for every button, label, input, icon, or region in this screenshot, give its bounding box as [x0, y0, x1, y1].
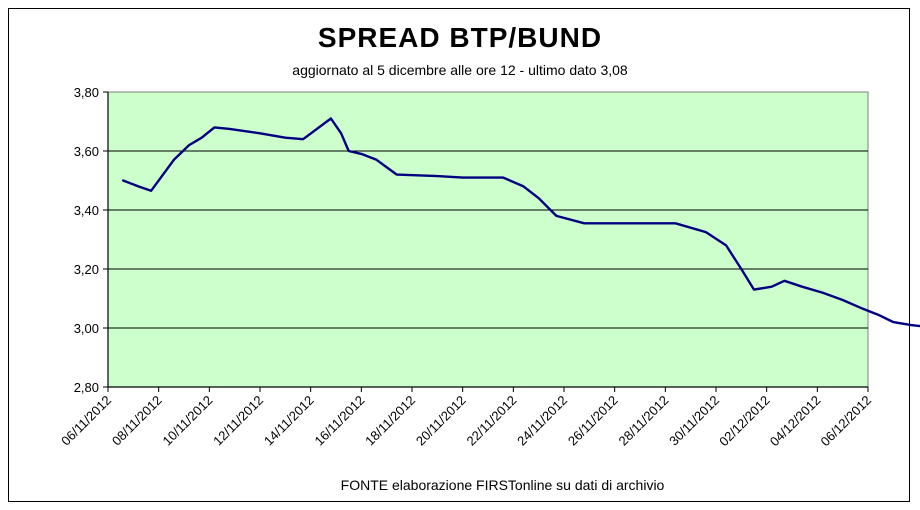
x-tick-label: 12/11/2012: [210, 393, 266, 449]
x-tick-label: 04/12/2012: [767, 393, 824, 450]
x-tick-label: 22/11/2012: [464, 393, 520, 449]
x-tick-label: 06/12/2012: [817, 393, 874, 450]
x-tick-label: 02/12/2012: [716, 393, 773, 450]
x-tick-label: 30/11/2012: [666, 393, 722, 449]
y-tick-label: 3,40: [74, 203, 99, 218]
plot-area: [107, 91, 869, 388]
series-line: [122, 117, 920, 328]
y-tick-label: 2,80: [74, 380, 99, 395]
x-tick-label: 14/11/2012: [261, 393, 317, 449]
x-tick-label: 08/11/2012: [109, 393, 165, 449]
chart-title: SPREAD BTP/BUND: [317, 22, 603, 53]
x-tick-label: 28/11/2012: [616, 393, 672, 449]
y-tick-label: 3,80: [74, 85, 99, 100]
x-tick-label: 18/11/2012: [362, 393, 418, 449]
x-tick-label: 20/11/2012: [413, 393, 469, 449]
x-tick-label: 06/11/2012: [58, 393, 114, 449]
chart-source: FONTE elaborazione FIRSTonline su dati d…: [340, 477, 665, 493]
y-tick-label: 3,20: [74, 262, 99, 277]
x-tick-label: 24/11/2012: [514, 393, 570, 449]
x-tick-label: 16/11/2012: [312, 393, 368, 449]
x-tick-label: 10/11/2012: [160, 393, 216, 449]
x-tick-label: 26/11/2012: [565, 393, 621, 449]
chart-subtitle: aggiornato al 5 dicembre alle ore 12 - u…: [292, 62, 628, 78]
y-tick-label: 3,00: [74, 321, 99, 336]
y-tick-label: 3,60: [74, 144, 99, 159]
